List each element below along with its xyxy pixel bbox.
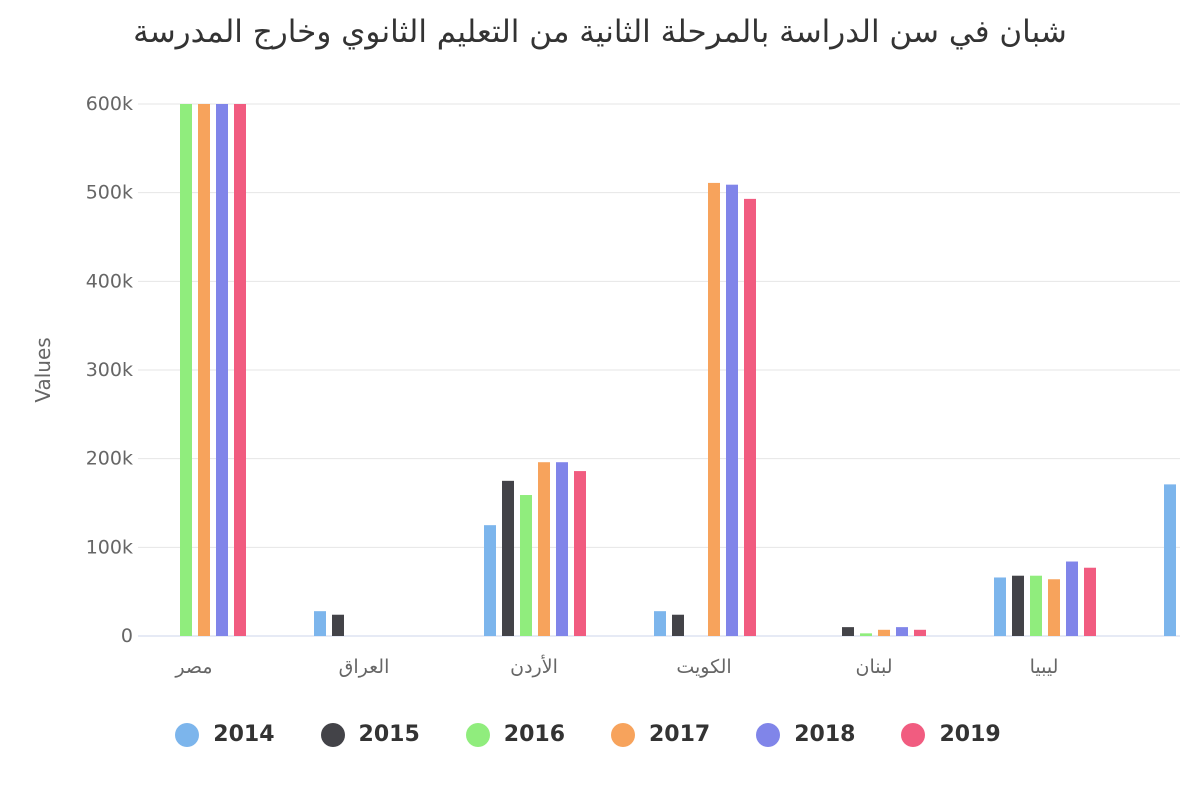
bar-2016[interactable] <box>860 633 872 636</box>
bar-2019[interactable] <box>574 471 586 636</box>
bar-2016[interactable] <box>180 104 192 636</box>
y-tick-label: 100k <box>86 536 133 558</box>
bar-2014[interactable] <box>314 611 326 636</box>
bar-2019[interactable] <box>1084 567 1096 636</box>
legend-label: 2017 <box>649 722 711 747</box>
legend-item-2019[interactable]: 2019 <box>901 722 1001 747</box>
legend-dot-icon <box>175 722 200 747</box>
y-tick-label: 300k <box>86 359 133 381</box>
x-tick-label: مصر <box>174 656 212 678</box>
y-tick-label: 0 <box>121 625 133 647</box>
bar-2017[interactable] <box>1048 579 1060 636</box>
bar-2015[interactable] <box>1182 481 1194 636</box>
bar-2018[interactable] <box>216 104 228 636</box>
legend-item-2017[interactable]: 2017 <box>611 722 710 747</box>
bar-2014[interactable] <box>484 525 496 636</box>
bar-2014[interactable] <box>994 577 1006 636</box>
bar-2017[interactable] <box>538 462 550 636</box>
bar-2017[interactable] <box>708 182 720 636</box>
y-tick-label: 400k <box>86 270 133 292</box>
bar-2018[interactable] <box>556 462 568 636</box>
y-tick-label: 600k <box>86 93 133 115</box>
legend-item-2018[interactable]: 2018 <box>756 722 855 747</box>
bar-2018[interactable] <box>1066 561 1078 636</box>
bar-2014[interactable] <box>1164 484 1176 636</box>
chart-title: شبان في سن الدراسة بالمرحلة الثانية من ا… <box>133 14 1067 50</box>
bar-2014[interactable] <box>654 611 666 636</box>
bar-2019[interactable] <box>914 629 926 636</box>
bar-2017[interactable] <box>198 104 210 636</box>
legend-dot-icon <box>901 722 926 747</box>
legend-label: 2018 <box>794 722 856 747</box>
legend-dot-icon <box>756 722 781 747</box>
bar-2015[interactable] <box>672 614 684 636</box>
x-tick-label: الكويت <box>676 656 731 678</box>
bar-2016[interactable] <box>1030 575 1042 636</box>
bar-2015[interactable] <box>332 614 344 636</box>
legend-item-2014[interactable]: 2014 <box>175 722 275 747</box>
bar-2015[interactable] <box>842 627 854 636</box>
legend-label: 2014 <box>213 722 275 747</box>
y-axis-label: Values <box>31 337 55 402</box>
x-tick-label: الأردن <box>510 655 558 678</box>
bar-2017[interactable] <box>878 629 890 636</box>
legend-item-2016[interactable]: 2016 <box>465 722 565 747</box>
legend-item-2015[interactable]: 2015 <box>320 722 420 747</box>
y-tick-label: 200k <box>86 448 133 470</box>
legend: 2014 2015 2016 2017 2018 2019 <box>0 722 1188 747</box>
legend-dot-icon <box>611 722 635 747</box>
bar-2018[interactable] <box>726 184 738 637</box>
x-tick-label: العراق <box>339 656 390 678</box>
x-tick-label: لبنان <box>856 656 893 678</box>
bar-2019[interactable] <box>234 104 246 636</box>
y-tick-label: 500k <box>86 182 133 204</box>
bar-2015[interactable] <box>502 480 514 636</box>
bar-2019[interactable] <box>744 198 756 636</box>
legend-dot-icon <box>465 722 490 747</box>
legend-dot-icon <box>320 722 345 747</box>
x-tick-label: ليبيا <box>1030 656 1059 678</box>
bar-2015[interactable] <box>1012 575 1024 636</box>
bar-2018[interactable] <box>896 627 908 636</box>
legend-label: 2015 <box>358 722 420 747</box>
legend-label: 2016 <box>503 722 565 747</box>
bar-2016[interactable] <box>520 495 532 636</box>
legend-label: 2019 <box>939 722 1001 747</box>
